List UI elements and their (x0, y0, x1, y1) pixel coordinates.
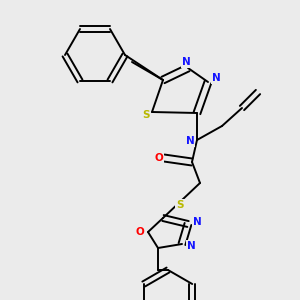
Text: S: S (142, 110, 150, 120)
Text: N: N (193, 217, 201, 227)
Text: N: N (182, 57, 190, 67)
Text: N: N (187, 241, 195, 251)
Text: N: N (186, 136, 194, 146)
Text: S: S (176, 200, 184, 210)
Text: N: N (212, 73, 220, 83)
Text: O: O (154, 153, 164, 163)
Text: O: O (136, 227, 144, 237)
